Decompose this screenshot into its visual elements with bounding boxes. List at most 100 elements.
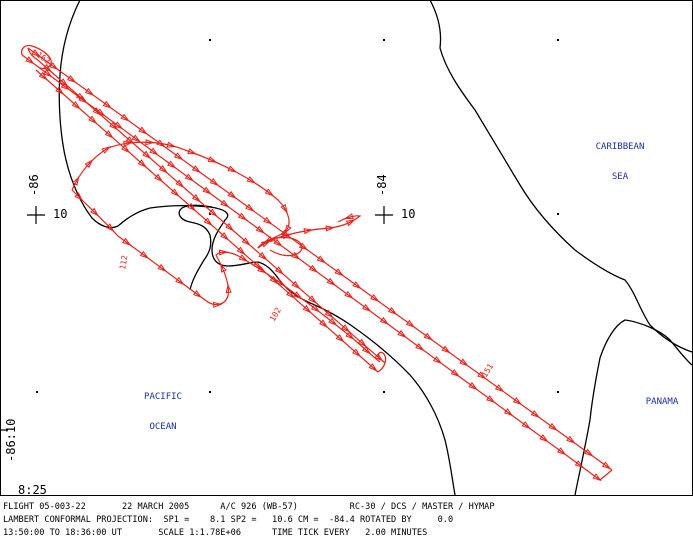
time-tick-arrow bbox=[149, 147, 159, 156]
time-tick-arrow bbox=[316, 255, 326, 264]
time-tick-arrow bbox=[245, 203, 255, 212]
time-tick-arrow bbox=[387, 306, 398, 315]
track-segment-line-102 bbox=[71, 141, 362, 249]
time-tick-arrow bbox=[158, 165, 168, 174]
time-tick-arrow bbox=[257, 265, 267, 274]
time-tick-arrow bbox=[49, 62, 59, 71]
time-tick-arrow bbox=[208, 208, 218, 217]
time-tick-arrow bbox=[138, 126, 148, 135]
time-tick-arrow bbox=[154, 173, 164, 183]
time-tick-arrow bbox=[263, 216, 273, 225]
time-tick-arrow bbox=[368, 363, 378, 372]
time-tick-arrow bbox=[258, 251, 268, 261]
time-tick-arrow bbox=[78, 95, 88, 104]
track-segment-line-151-b bbox=[21, 54, 613, 481]
time-tick-arrow bbox=[521, 421, 531, 430]
time-tick-arrow bbox=[530, 409, 540, 418]
time-tick-arrow bbox=[109, 121, 119, 131]
time-tick-arrow bbox=[220, 199, 230, 208]
graticule-group bbox=[0, 206, 393, 431]
time-tick-arrow bbox=[157, 263, 167, 272]
time-tick-arrow bbox=[187, 202, 197, 212]
time-tick-arrow bbox=[156, 139, 166, 148]
time-tick-arrow bbox=[503, 408, 514, 417]
coastline-caribbean bbox=[429, 0, 693, 353]
graticule-lon-right-label: -84 bbox=[375, 174, 389, 196]
time-tick-arrow bbox=[260, 240, 271, 248]
time-tick-arrow bbox=[450, 369, 460, 378]
time-tick-arrow bbox=[273, 238, 283, 247]
time-tick-arrow bbox=[548, 422, 558, 431]
time-tick-arrow bbox=[423, 332, 433, 341]
time-tick-arrow bbox=[237, 212, 248, 221]
pacific-label-line2: OCEAN bbox=[149, 422, 177, 432]
time-tick-arrow bbox=[253, 261, 263, 270]
time-tick-arrow bbox=[60, 82, 71, 91]
time-tick-arrow bbox=[71, 176, 80, 186]
time-tick-arrow bbox=[362, 303, 372, 312]
time-tick-arrow bbox=[405, 319, 416, 328]
time-tick-arrow bbox=[218, 249, 229, 256]
time-tick-arrow bbox=[142, 150, 152, 160]
pacific-label-line1: PACIFIC bbox=[144, 392, 182, 402]
time-tick-arrow bbox=[325, 225, 336, 232]
time-tick-arrow bbox=[308, 264, 319, 273]
time-tick-arrow bbox=[291, 251, 301, 260]
time-tick-arrow bbox=[120, 113, 130, 122]
time-tick-arrow bbox=[352, 348, 362, 357]
time-tick-arrow bbox=[101, 146, 111, 154]
time-tick-arrow bbox=[298, 242, 309, 251]
time-tick-arrow bbox=[566, 435, 576, 444]
panama-label: PANAMA bbox=[645, 397, 679, 407]
time-tick-arrow bbox=[584, 448, 594, 457]
time-tick-arrow bbox=[556, 447, 567, 456]
time-tick-arrow bbox=[121, 144, 131, 154]
time-tick-arrow bbox=[131, 134, 141, 143]
time-tick-arrow bbox=[122, 237, 132, 246]
line-label-112: 112 bbox=[118, 254, 129, 270]
time-tick-arrow bbox=[275, 278, 285, 287]
time-tick-arrow bbox=[187, 148, 198, 155]
time-tick-arrow bbox=[352, 281, 362, 290]
track-segment-line-162 bbox=[71, 189, 381, 363]
time-tick-arrow bbox=[307, 295, 317, 304]
time-tick-arrow bbox=[92, 107, 102, 116]
time-tick-arrow bbox=[574, 460, 585, 469]
time-tick-arrow bbox=[66, 74, 77, 83]
time-tick-arrow bbox=[344, 290, 354, 299]
time-tick-arrow bbox=[89, 207, 99, 217]
caribbean-sea-label: CARIBBEAN SEA bbox=[588, 122, 652, 202]
time-tick-arrow bbox=[105, 223, 115, 232]
time-tick-arrow bbox=[303, 228, 314, 235]
time-tick-arrow bbox=[468, 382, 478, 391]
time-tick-arrow bbox=[269, 275, 279, 285]
time-tick-arrow bbox=[88, 115, 98, 125]
time-tick-arrow bbox=[38, 71, 48, 81]
time-tick-arrow bbox=[104, 130, 114, 139]
time-tick-arrow bbox=[343, 213, 354, 220]
time-tick-arrow bbox=[302, 304, 312, 314]
time-tick-arrow bbox=[345, 331, 355, 340]
time-tick-arrow bbox=[370, 294, 380, 302]
time-tick-arrow bbox=[42, 63, 52, 73]
time-tick-arrow bbox=[274, 266, 284, 275]
time-tick-arrow bbox=[137, 159, 147, 168]
time-tick-arrow bbox=[280, 229, 291, 238]
time-tick-arrow bbox=[246, 176, 257, 184]
time-tick-arrow bbox=[345, 219, 356, 227]
graticule-lon-left-label: -86 bbox=[27, 174, 41, 196]
time-tick-arrow bbox=[341, 324, 351, 333]
time-tick-arrow bbox=[238, 254, 249, 262]
time-tick-arrow bbox=[286, 290, 296, 299]
time-tick-arrows bbox=[25, 49, 612, 482]
time-tick-arrow bbox=[283, 224, 292, 235]
time-tick-arrow bbox=[207, 156, 218, 163]
time-tick-arrow bbox=[31, 49, 41, 58]
track-segment-line-112-b bbox=[35, 69, 379, 373]
time-tick-arrow bbox=[459, 358, 469, 367]
time-tick-arrow bbox=[225, 222, 235, 232]
line-label-102: 102 bbox=[268, 306, 283, 323]
time-tick-arrow bbox=[173, 152, 184, 161]
time-tick-arrow bbox=[166, 141, 177, 148]
